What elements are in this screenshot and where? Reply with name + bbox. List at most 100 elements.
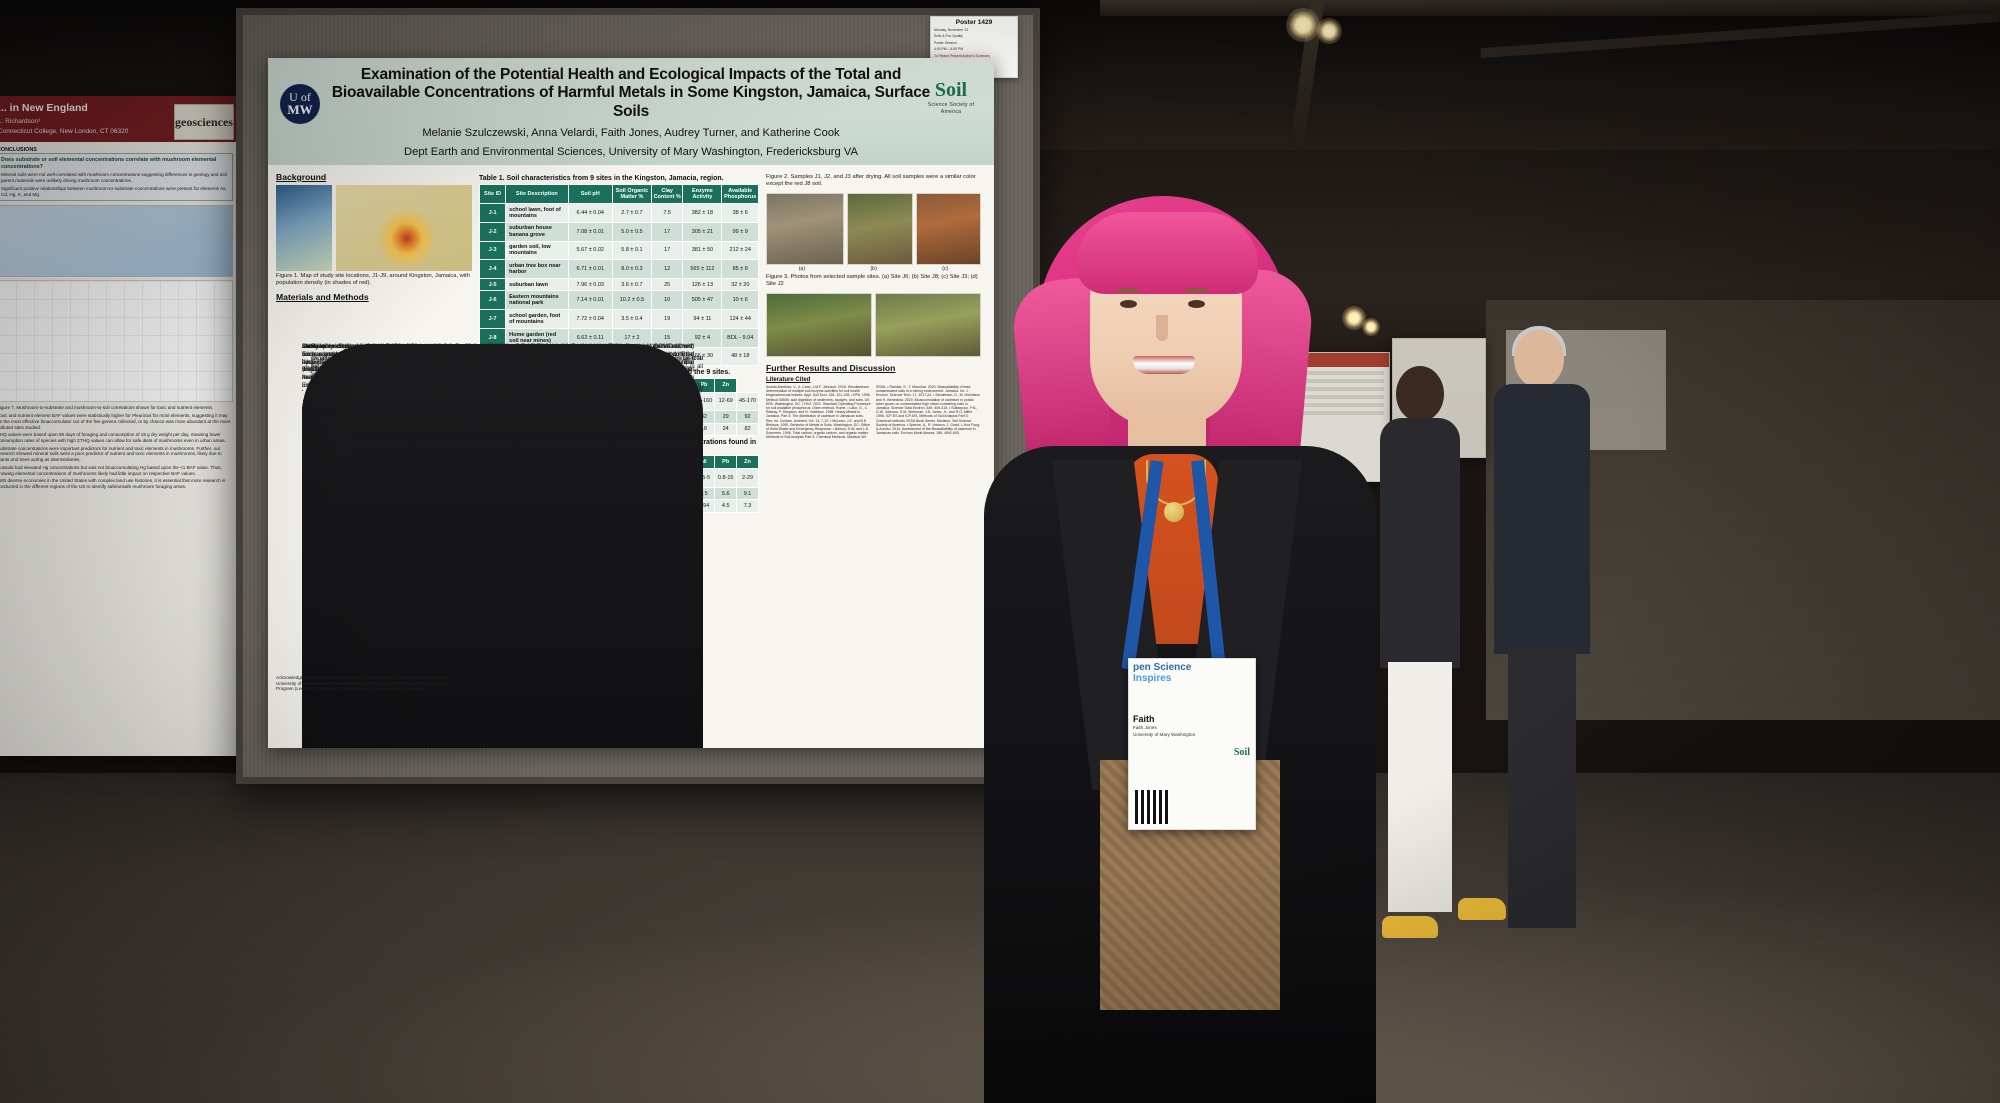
table1-th: Enzyme Activity — [682, 183, 723, 205]
neighbor-figure-caption: Figure 7. Mushroom-to-substrate and mush… — [0, 405, 214, 411]
map-kingston-density — [336, 184, 472, 271]
table1-cell: 126 ± 13 — [682, 278, 723, 292]
neighbor-section-heading: CONCLUSIONS — [0, 147, 37, 154]
poster-tag-note: To Please Present Author's Summary — [934, 54, 991, 58]
table1-cell: school garden, foot of mountains — [505, 309, 569, 329]
poster-number: Poster 1429 — [955, 19, 993, 26]
badge-full-name: Faith Jones — [1133, 725, 1157, 730]
table1-cell: 505 ± 47 — [682, 290, 723, 311]
table3-th: Zn — [736, 455, 759, 470]
presenter-person: pen Science Inspires Faith Faith Jones U… — [950, 160, 1470, 1103]
table1-cell: 10 — [650, 290, 684, 311]
neighbor-bullet: Mineral soils were not well-correlated w… — [1, 172, 227, 184]
table1-site-id: J-7 — [478, 309, 507, 329]
table1-caption: Table 1. Soil characteristics from 9 sit… — [479, 174, 724, 182]
mouth-smiling — [1133, 356, 1195, 374]
background-heading: Background — [276, 171, 327, 182]
table1-cell: 12 — [650, 259, 684, 280]
poster-title: Examination of the Potential Health and … — [331, 66, 931, 120]
table1-cell: garden soil, low mountains — [505, 240, 569, 261]
literature-cited-heading: Literature Cited — [766, 377, 811, 384]
table-row: J-6 Eastern mountains national park 7.14 ±… — [478, 290, 759, 311]
table1-cell: 25 — [650, 278, 684, 292]
acknowledgements-text: Acknowledgements: This work was funded b… — [276, 674, 451, 692]
site-photo-j2 — [875, 293, 981, 358]
table1-header-row: Site ID Site Description Soil pH Soil Or… — [478, 183, 759, 205]
table1-cell: 85 ± 8 — [721, 259, 759, 280]
table1-cell: 19 — [650, 309, 684, 329]
study-sites-label: Study sites: — [302, 344, 337, 350]
poster-session-line: Monday, November 13 — [934, 28, 969, 32]
site-photo-j3 — [766, 293, 872, 358]
further-result-item: Cd was also detected at every site, with… — [311, 383, 703, 399]
table1-cell: 8.0 ± 0.3 — [611, 259, 653, 280]
ceiling-lamp — [1316, 18, 1342, 44]
table1-site-id: J-3 — [478, 240, 507, 261]
person-torso — [1494, 384, 1590, 654]
table1-cell: 48 ± 18 — [721, 346, 759, 367]
table3-th: Pb — [714, 455, 738, 470]
umw-logo-line2: MW — [287, 101, 313, 117]
further-result-item: As was detected at every site (Table 2);… — [311, 356, 703, 379]
figure2-photos — [766, 192, 981, 265]
table2-cell: 92 — [736, 410, 759, 424]
table1-soil-characteristics: Site ID Site Description Soil pH Soil Or… — [478, 183, 759, 367]
person-head — [1514, 330, 1564, 388]
eye-right — [1188, 300, 1205, 308]
necklace-pendant — [1164, 502, 1184, 522]
person-legs — [1388, 662, 1452, 912]
poster-session-line: 4:00 PM – 6:00 PM — [934, 46, 964, 51]
table1-cell: 7.08 ± 0.01 — [567, 221, 613, 242]
table-row: J-7 school garden, foot of mountains 7.72 … — [478, 309, 759, 329]
table1-cell: Home garden (red soil near mines) — [505, 327, 569, 348]
table3-cell: 7.3 — [736, 499, 759, 513]
table1-cell: suburban lawn — [505, 278, 569, 292]
table1-cell: 15 — [650, 327, 684, 348]
table1-site-id: J-8 — [478, 327, 507, 348]
soil-science-society-logo: Soil Science Society of America — [918, 80, 984, 128]
table1-cell: 382 ± 18 — [682, 203, 723, 223]
poster-header: U of MW Examination of the Potential Hea… — [268, 58, 994, 165]
further-result-item: Total Pb levels were low, similar to pas… — [311, 403, 703, 411]
badge-brand-line1: pen Science Inspires — [1133, 662, 1251, 684]
table1-cell: 17 — [650, 240, 684, 261]
nose — [1156, 315, 1168, 341]
soil-sample-photo-j1 — [766, 192, 845, 265]
umw-logo: U of MW — [280, 84, 320, 124]
table1-cell: 6.44 ± 0.04 — [567, 203, 613, 223]
further-result-item: Total Fe concentrations of these soils r… — [311, 442, 703, 458]
background-person-2 — [1494, 326, 1590, 930]
ceiling-lamp — [1286, 8, 1320, 42]
table-row: J-1 school lawn, foot of mountains 6.44 ± … — [478, 203, 759, 223]
neighbor-conclusion: THQ values were based upon 90 days of fo… — [0, 432, 226, 443]
table1-cell: 3.6 ± 0.7 — [611, 278, 653, 292]
table1-cell: 166 ± 30 — [682, 346, 723, 367]
further-result-item: Total Al concentrations here ranged from… — [311, 415, 703, 438]
badge-qr-code — [1135, 790, 1169, 824]
eyebrow-left — [1117, 288, 1139, 292]
table1-cell: 5.0 ± 0.5 — [611, 221, 653, 242]
table2-cell: 12-69 — [714, 391, 738, 412]
eyebrow-right — [1186, 288, 1208, 292]
ceiling-truss — [1100, 0, 2000, 16]
table1-body: J-1 school lawn, foot of mountains 6.44 ± … — [478, 203, 759, 367]
eye-left — [1120, 300, 1137, 308]
yellow-shoe — [1458, 898, 1506, 920]
figure2-caption: Figure 2. Samples J1, J2, and J3 after d… — [766, 173, 976, 187]
badge-affiliation: University of Mary Washington — [1133, 731, 1196, 737]
person-legs — [1508, 648, 1576, 928]
poster-column-right: Figure 2. Samples J1, J2, and J3 after d… — [302, 172, 981, 748]
table3-cell: 0.8-15 — [714, 468, 738, 489]
person-torso — [1380, 418, 1460, 668]
poster-authors: Melanie Szulczewski, Anna Velardi, Faith… — [422, 126, 840, 139]
table1-site-id: J-2 — [478, 221, 507, 242]
poster-affiliation: Dept Earth and Environmental Sciences, U… — [404, 145, 858, 158]
table3-cell: 2-29 — [736, 468, 759, 489]
figure1-caption: Figure 1. Map of study site locations, J… — [276, 272, 470, 286]
materials-methods-heading: Materials and Methods — [276, 291, 369, 302]
badge-brand-line2: Inspires — [1133, 672, 1172, 684]
neighbor-conclusion: Toxic and nutrient element BAF values we… — [0, 413, 231, 430]
table1-cell: 6.62 ± 0.11 — [567, 327, 613, 348]
neighbor-map-figure — [0, 205, 233, 278]
